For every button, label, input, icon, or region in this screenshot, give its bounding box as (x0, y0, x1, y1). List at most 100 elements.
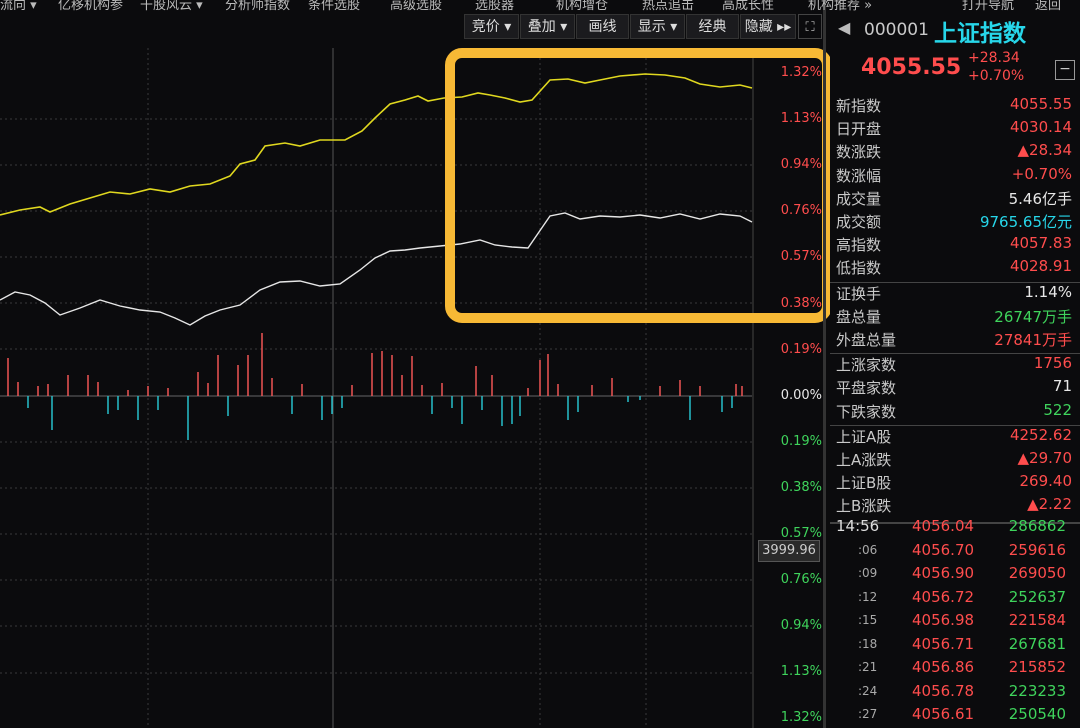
tick-time: :12 (858, 589, 878, 604)
tick-time: :18 (858, 636, 878, 651)
axis-label: 1.13% (780, 664, 822, 680)
price-line (0, 212, 753, 326)
separator (830, 353, 1080, 355)
tick-time: :27 (858, 707, 878, 721)
tick-time: :06 (858, 542, 878, 557)
stat-value: 4055.55 (1009, 95, 1072, 113)
tick-price: 4056.86 (912, 658, 975, 676)
tick-time: :15 (858, 613, 878, 627)
cursor-price: 3999.96 (758, 540, 820, 562)
menu-item[interactable]: 亿移机构参 (58, 0, 124, 13)
tick-price: 4056.71 (912, 634, 975, 653)
tick-volume: 267681 (1008, 634, 1066, 653)
stat-label: 数涨幅 (836, 166, 882, 185)
axis-label: 0.57% (780, 526, 822, 541)
axis-label: 1.32% (780, 710, 822, 726)
quote-code: 000001 (864, 20, 929, 40)
stat-value: 26747万手 (994, 307, 1072, 326)
average-line (0, 73, 753, 216)
stat-value: ▲2.22 (1027, 495, 1072, 514)
stat-label: 外盘总量 (836, 331, 897, 349)
toolbar-button[interactable]: 竞价 ▾ (464, 14, 519, 39)
quote-price: 4055.55 (861, 55, 962, 80)
separator (830, 521, 1080, 524)
menu-item[interactable]: 分析师指数 (225, 0, 291, 13)
stat-value: 522 (1043, 400, 1072, 419)
stat-value: ▲28.34 (1017, 141, 1072, 160)
axis-label: 0.76% (780, 203, 822, 219)
tick-price: 4056.04 (912, 517, 975, 535)
stat-label: 平盘家数 (836, 379, 897, 398)
tick-volume: 223233 (1008, 681, 1066, 700)
tick-volume: 250540 (1008, 705, 1066, 723)
stat-value: 9765.65亿元 (979, 213, 1072, 231)
stat-label: 下跌家数 (836, 402, 897, 421)
axis-label: 0.19% (780, 433, 822, 449)
tick-price: 4056.90 (912, 564, 975, 582)
axis-label: 0.94% (780, 618, 822, 634)
stat-value: 71 (1052, 377, 1072, 396)
tick-time: :21 (858, 660, 878, 674)
axis-label: 0.38% (780, 295, 822, 311)
divider (823, 0, 826, 728)
menu-item[interactable]: 热点追击 (642, 0, 695, 13)
tick-price: 4056.78 (912, 681, 975, 700)
separator (830, 424, 1080, 426)
menu-item[interactable]: 返回 (1035, 0, 1062, 13)
tick-price: 4056.98 (912, 611, 975, 629)
menu-item[interactable]: 干股风云 ▾ (140, 0, 203, 13)
stat-value: 4057.83 (1009, 234, 1072, 253)
stat-label: 上证A股 (836, 427, 892, 446)
toolbar-button[interactable]: 隐藏 ▸▸ (740, 14, 796, 39)
stat-value: 4028.91 (1009, 257, 1072, 276)
menu-item[interactable]: 机构推荐 » (808, 0, 873, 13)
collapse-button[interactable]: − (1055, 60, 1075, 80)
tick-volume: 215852 (1008, 658, 1066, 676)
menu-item[interactable]: 打开导航 (962, 0, 1015, 13)
down-volume (27, 396, 733, 440)
stat-value: 4252.62 (1009, 425, 1072, 444)
axis-label: 1.13% (780, 111, 822, 127)
axis-label: 0.00% (780, 387, 822, 403)
stat-value: ▲29.70 (1017, 449, 1072, 467)
tick-time: :24 (858, 683, 878, 698)
menu-item[interactable]: 机构增仓 (556, 0, 609, 13)
menu-item[interactable]: 高级选股 (390, 0, 443, 13)
tick-time: 14:56 (836, 517, 880, 535)
tick-volume: 269050 (1008, 564, 1066, 582)
separator (830, 281, 1080, 283)
stat-label: 成交量 (836, 189, 882, 208)
stat-value: 4030.14 (1009, 118, 1072, 137)
quote-change-pct: +0.70% (968, 68, 1025, 84)
stat-label: 新指数 (836, 97, 882, 115)
stat-label: 上证B股 (836, 474, 892, 493)
menu-item[interactable]: 选股器 (475, 0, 515, 13)
tick-volume: 259616 (1008, 540, 1066, 559)
stat-label: 上A涨跌 (836, 451, 892, 469)
stat-value: 5.46亿手 (1008, 189, 1072, 208)
toolbar-button[interactable]: 经典 (686, 14, 739, 39)
up-volume (7, 333, 743, 396)
axis-label: 0.76% (780, 572, 822, 588)
grid (0, 48, 752, 728)
stat-label: 成交额 (836, 213, 882, 231)
menu-item[interactable]: 流向 ▾ (0, 0, 37, 13)
toolbar-button[interactable]: 显示 ▾ (630, 14, 685, 39)
menu-item[interactable]: 高成长性 (722, 0, 775, 13)
toolbar-button[interactable]: 叠加 ▾ (520, 14, 575, 39)
tick-volume: 221584 (1008, 611, 1066, 629)
tick-price: 4056.72 (912, 587, 975, 606)
stat-label: 证换手 (836, 284, 882, 303)
expand-button[interactable]: ⛶ (798, 14, 822, 39)
stat-value: 27841万手 (994, 331, 1072, 349)
toolbar-button[interactable]: 画线 (576, 14, 629, 39)
menu-item[interactable]: 条件选股 (308, 0, 361, 13)
stat-label: 低指数 (836, 259, 882, 278)
quote-name: 上证指数 (934, 21, 1026, 47)
stat-label: 上涨家数 (836, 356, 897, 375)
stat-value: 1756 (1033, 354, 1072, 373)
tick-price: 4056.61 (912, 705, 975, 723)
tick-price: 4056.70 (912, 540, 975, 559)
prev-arrow[interactable]: ◀ (838, 18, 851, 37)
axis-label: 0.94% (780, 157, 822, 173)
